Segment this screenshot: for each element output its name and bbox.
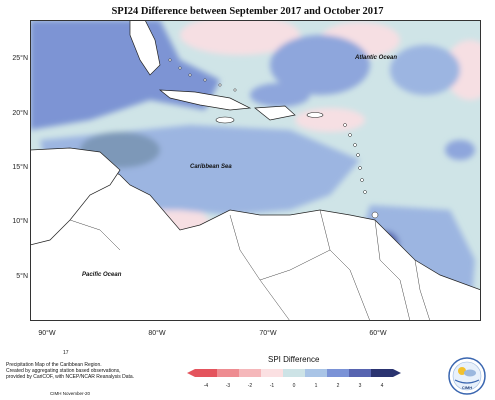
- wet-region: [30, 20, 220, 130]
- cuba-landmass: [158, 89, 252, 111]
- legend-tick-label: -4: [204, 383, 209, 389]
- atlantic-ocean-label: Atlantic Ocean: [355, 55, 398, 61]
- dry-patch: [295, 108, 365, 132]
- dry-patch: [180, 20, 300, 55]
- page-number: 17: [63, 350, 69, 356]
- precipitation-map: [30, 20, 481, 321]
- cloud-icon: [464, 369, 476, 377]
- legend-tick-label: 2: [337, 383, 340, 389]
- legend-tick-label: 3: [359, 383, 362, 389]
- legend-swatch: [261, 369, 283, 377]
- pacific-ocean-label: Pacific Ocean: [82, 272, 122, 278]
- lon-label-80w: 80°W: [148, 330, 166, 337]
- credit-text: CIMH November-20: [50, 391, 91, 396]
- hispaniola-landmass: [254, 105, 296, 121]
- legend-tick-label: 4: [381, 383, 384, 389]
- lat-label-10n: 10°N: [12, 218, 28, 225]
- wet-region: [270, 35, 370, 95]
- caribbean-sea-label: Caribbean Sea: [190, 164, 232, 170]
- map-title: SPI24 Difference between September 2017 …: [111, 6, 384, 17]
- legend-swatch: [195, 369, 217, 377]
- legend-swatch: [239, 369, 261, 377]
- lon-label-60w: 60°W: [369, 330, 387, 337]
- lat-label-15n: 15°N: [12, 164, 28, 171]
- legend-arrow-left: [187, 369, 195, 377]
- puerto-rico-landmass: [306, 112, 324, 118]
- footer-line-1: Precipitation Map of the Caribbean Regio…: [6, 362, 102, 368]
- map-frame: [30, 20, 481, 321]
- lat-label-20n: 20°N: [12, 110, 28, 117]
- footer-line-2: Created by aggregating station based obs…: [6, 368, 121, 375]
- central-america-landmass: [30, 147, 121, 246]
- legend-swatch: [217, 369, 239, 377]
- legend-arrow-right: [393, 369, 401, 377]
- bahamas: [168, 58, 237, 92]
- legend-title: SPI Difference: [268, 355, 320, 364]
- lat-label-5n: 5°N: [16, 273, 28, 280]
- dry-patch: [445, 40, 481, 100]
- logo-text: CIMH: [462, 385, 472, 390]
- legend-tick-label: -2: [248, 383, 253, 389]
- florida-landmass: [129, 20, 161, 76]
- south-america-landmass: [30, 154, 481, 321]
- footer-line-3: provided by CariCOF, with NCEP/NCAR Rean…: [6, 374, 135, 381]
- legend-swatch: [305, 369, 327, 377]
- wet-region: [390, 45, 460, 95]
- legend-tick-label: -3: [226, 383, 231, 389]
- legend-tick-label: 1: [315, 383, 318, 389]
- jamaica-landmass: [215, 116, 235, 124]
- legend-swatch: [327, 369, 349, 377]
- lat-label-25n: 25°N: [12, 55, 28, 62]
- legend-swatch: [371, 369, 393, 377]
- lon-label-90w: 90°W: [38, 330, 56, 337]
- wave-icon: [454, 379, 480, 384]
- footer-text: Precipitation Map of the Caribbean Regio…: [6, 362, 176, 381]
- legend-tick-label: 0: [293, 383, 296, 389]
- wet-region: [250, 83, 310, 107]
- legend-swatch: [349, 369, 371, 377]
- lesser-antilles: [343, 123, 379, 219]
- cimh-logo: CIMH: [448, 357, 486, 395]
- wet-region: [445, 140, 475, 160]
- legend-swatch: [283, 369, 305, 377]
- legend-tick-label: -1: [270, 383, 275, 389]
- color-legend: -4 -3 -2 -1 0 1 2 3 4: [187, 369, 401, 389]
- lon-label-70w: 70°W: [259, 330, 277, 337]
- country-borders: [69, 209, 431, 321]
